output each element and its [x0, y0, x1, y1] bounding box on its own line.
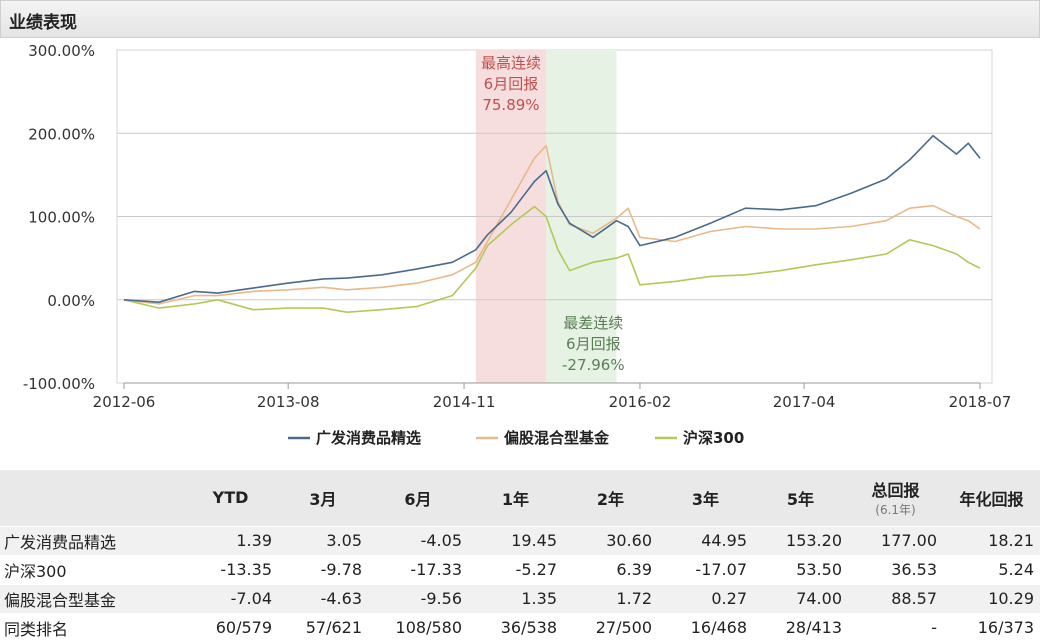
table-cell: -7.04: [183, 584, 278, 614]
table-cell: -9.78: [278, 555, 368, 585]
table-cell: 28/413: [753, 613, 848, 642]
table-cell: 108/580: [368, 613, 468, 642]
column-header-label: 年化回报: [959, 489, 1024, 509]
y-tick-label: -100.00%: [23, 375, 95, 393]
column-header: 3月: [278, 470, 368, 527]
performance-chart: 300.00% 200.00% 100.00% 0.00% -100.00%2012-0…: [23, 42, 1012, 447]
table-cell: 74.00: [753, 584, 848, 614]
annotation-label-worst: -27.96%: [562, 356, 625, 374]
table-cell: -9.56: [368, 584, 468, 614]
row-label: 同类排名: [0, 613, 183, 642]
table-row: 偏股混合型基金 -7.04 -4.63 -9.56 1.35 1.72 0.27 74.00 8…: [0, 584, 1040, 614]
x-tick-label: 2017-04: [773, 393, 836, 411]
table-cell: 88.57: [848, 584, 943, 614]
table-cell: 30.60: [563, 526, 658, 556]
column-header-label: 总回报: [871, 481, 920, 501]
table-cell: 53.50: [753, 555, 848, 585]
x-tick-label: 2012-06: [93, 393, 156, 411]
row-label: 沪深300: [0, 555, 183, 585]
panel-title: 业绩表现: [9, 13, 77, 33]
table-cell: 6.39: [563, 555, 658, 585]
table-cell: 44.95: [658, 526, 753, 556]
table-cell: 16/373: [943, 613, 1040, 642]
table-header-row: YTD 3月 6月 1年 2年 3年 5年 总回报 (6.1年) 年化回报: [0, 470, 1040, 527]
column-header-label: 6月: [404, 489, 432, 509]
table-cell: 36.53: [848, 555, 943, 585]
column-header-label: 5年: [786, 489, 815, 509]
column-header-label: 3月: [309, 489, 337, 509]
legend-entry: 偏股混合型基金: [504, 429, 610, 447]
table-cell: 36/538: [468, 613, 563, 642]
table-cell: -4.05: [368, 526, 468, 556]
column-header: 年化回报: [943, 470, 1040, 527]
row-label: 广发消费品精选: [0, 526, 183, 556]
column-header: 1年: [468, 470, 563, 527]
table-cell: 177.00: [848, 526, 943, 556]
column-header: 5年: [753, 470, 848, 527]
table-cell: 27/500: [563, 613, 658, 642]
row-label: 偏股混合型基金: [0, 584, 183, 614]
table-cell: -17.07: [658, 555, 753, 585]
y-tick-label: 0.00%: [47, 292, 95, 310]
legend-entry: 广发消费品精选: [316, 429, 421, 447]
y-tick-label: 200.00%: [28, 125, 95, 143]
table-cell: 16/468: [658, 613, 753, 642]
table-row: 广发消费品精选 1.39 3.05 -4.05 19.45 30.60 44.95 153.2…: [0, 526, 1040, 556]
table-cell: -4.63: [278, 584, 368, 614]
table-cell: 19.45: [468, 526, 563, 556]
table-row: 同类排名 60/579 57/621 108/580 36/538 27/500 16/46…: [0, 613, 1040, 642]
column-header: [0, 470, 183, 527]
table-cell: 1.39: [183, 526, 278, 556]
y-tick-label: 100.00%: [28, 209, 95, 227]
series-line-0: [123, 134, 981, 303]
column-header: 3年: [658, 470, 753, 527]
table-cell: 3.05: [278, 526, 368, 556]
annotation-label-best: 6月回报: [484, 75, 539, 93]
x-tick-label: 2016-02: [609, 393, 672, 411]
table-cell: -5.27: [468, 555, 563, 585]
column-header-label: 3年: [691, 489, 720, 509]
column-header-label: 1年: [501, 489, 530, 509]
table-cell: 57/621: [278, 613, 368, 642]
y-tick-label: 300.00%: [28, 42, 95, 60]
table-row: 沪深300 -13.35 -9.78 -17.33 -5.27 6.39 -17.07 53.…: [0, 555, 1040, 585]
table-cell: 60/579: [183, 613, 278, 642]
column-header-label: YTD: [212, 488, 249, 508]
column-header: 总回报 (6.1年): [848, 470, 943, 527]
annotation-label-best: 75.89%: [482, 96, 539, 114]
column-header-label: 2年: [596, 489, 625, 509]
table-cell: -: [848, 613, 943, 642]
annotation-label-worst: 最差连续: [563, 314, 623, 332]
table-cell: 1.72: [563, 584, 658, 614]
x-tick-label: 2018-07: [949, 393, 1012, 411]
performance-table: YTD 3月 6月 1年 2年 3年 5年 总回报 (6.1年) 年化回报 广发消费品精选 1.39…: [0, 470, 1040, 642]
series-line-2: [123, 205, 981, 313]
column-header: 6月: [368, 470, 468, 527]
table-cell: 1.35: [468, 584, 563, 614]
table-cell: 0.27: [658, 584, 753, 614]
annotation-label-worst: 6月回报: [566, 335, 621, 353]
table-cell: 10.29: [943, 584, 1040, 614]
x-tick-label: 2013-08: [257, 393, 320, 411]
table-body: 广发消费品精选 1.39 3.05 -4.05 19.45 30.60 44.95 153.2…: [0, 526, 1040, 642]
annotation-label-best: 最高连续: [481, 54, 541, 72]
legend-entry: 沪深300: [683, 429, 744, 447]
table-cell: -17.33: [368, 555, 468, 585]
column-header: 2年: [563, 470, 658, 527]
x-tick-label: 2014-11: [433, 393, 496, 411]
table-cell: 5.24: [943, 555, 1040, 585]
table-cell: 153.20: [753, 526, 848, 556]
table-cell: -13.35: [183, 555, 278, 585]
column-header-sublabel: (6.1年): [875, 503, 916, 518]
table-cell: 18.21: [943, 526, 1040, 556]
column-header: YTD: [183, 470, 278, 527]
panel-header: 业绩表现: [0, 0, 1040, 38]
